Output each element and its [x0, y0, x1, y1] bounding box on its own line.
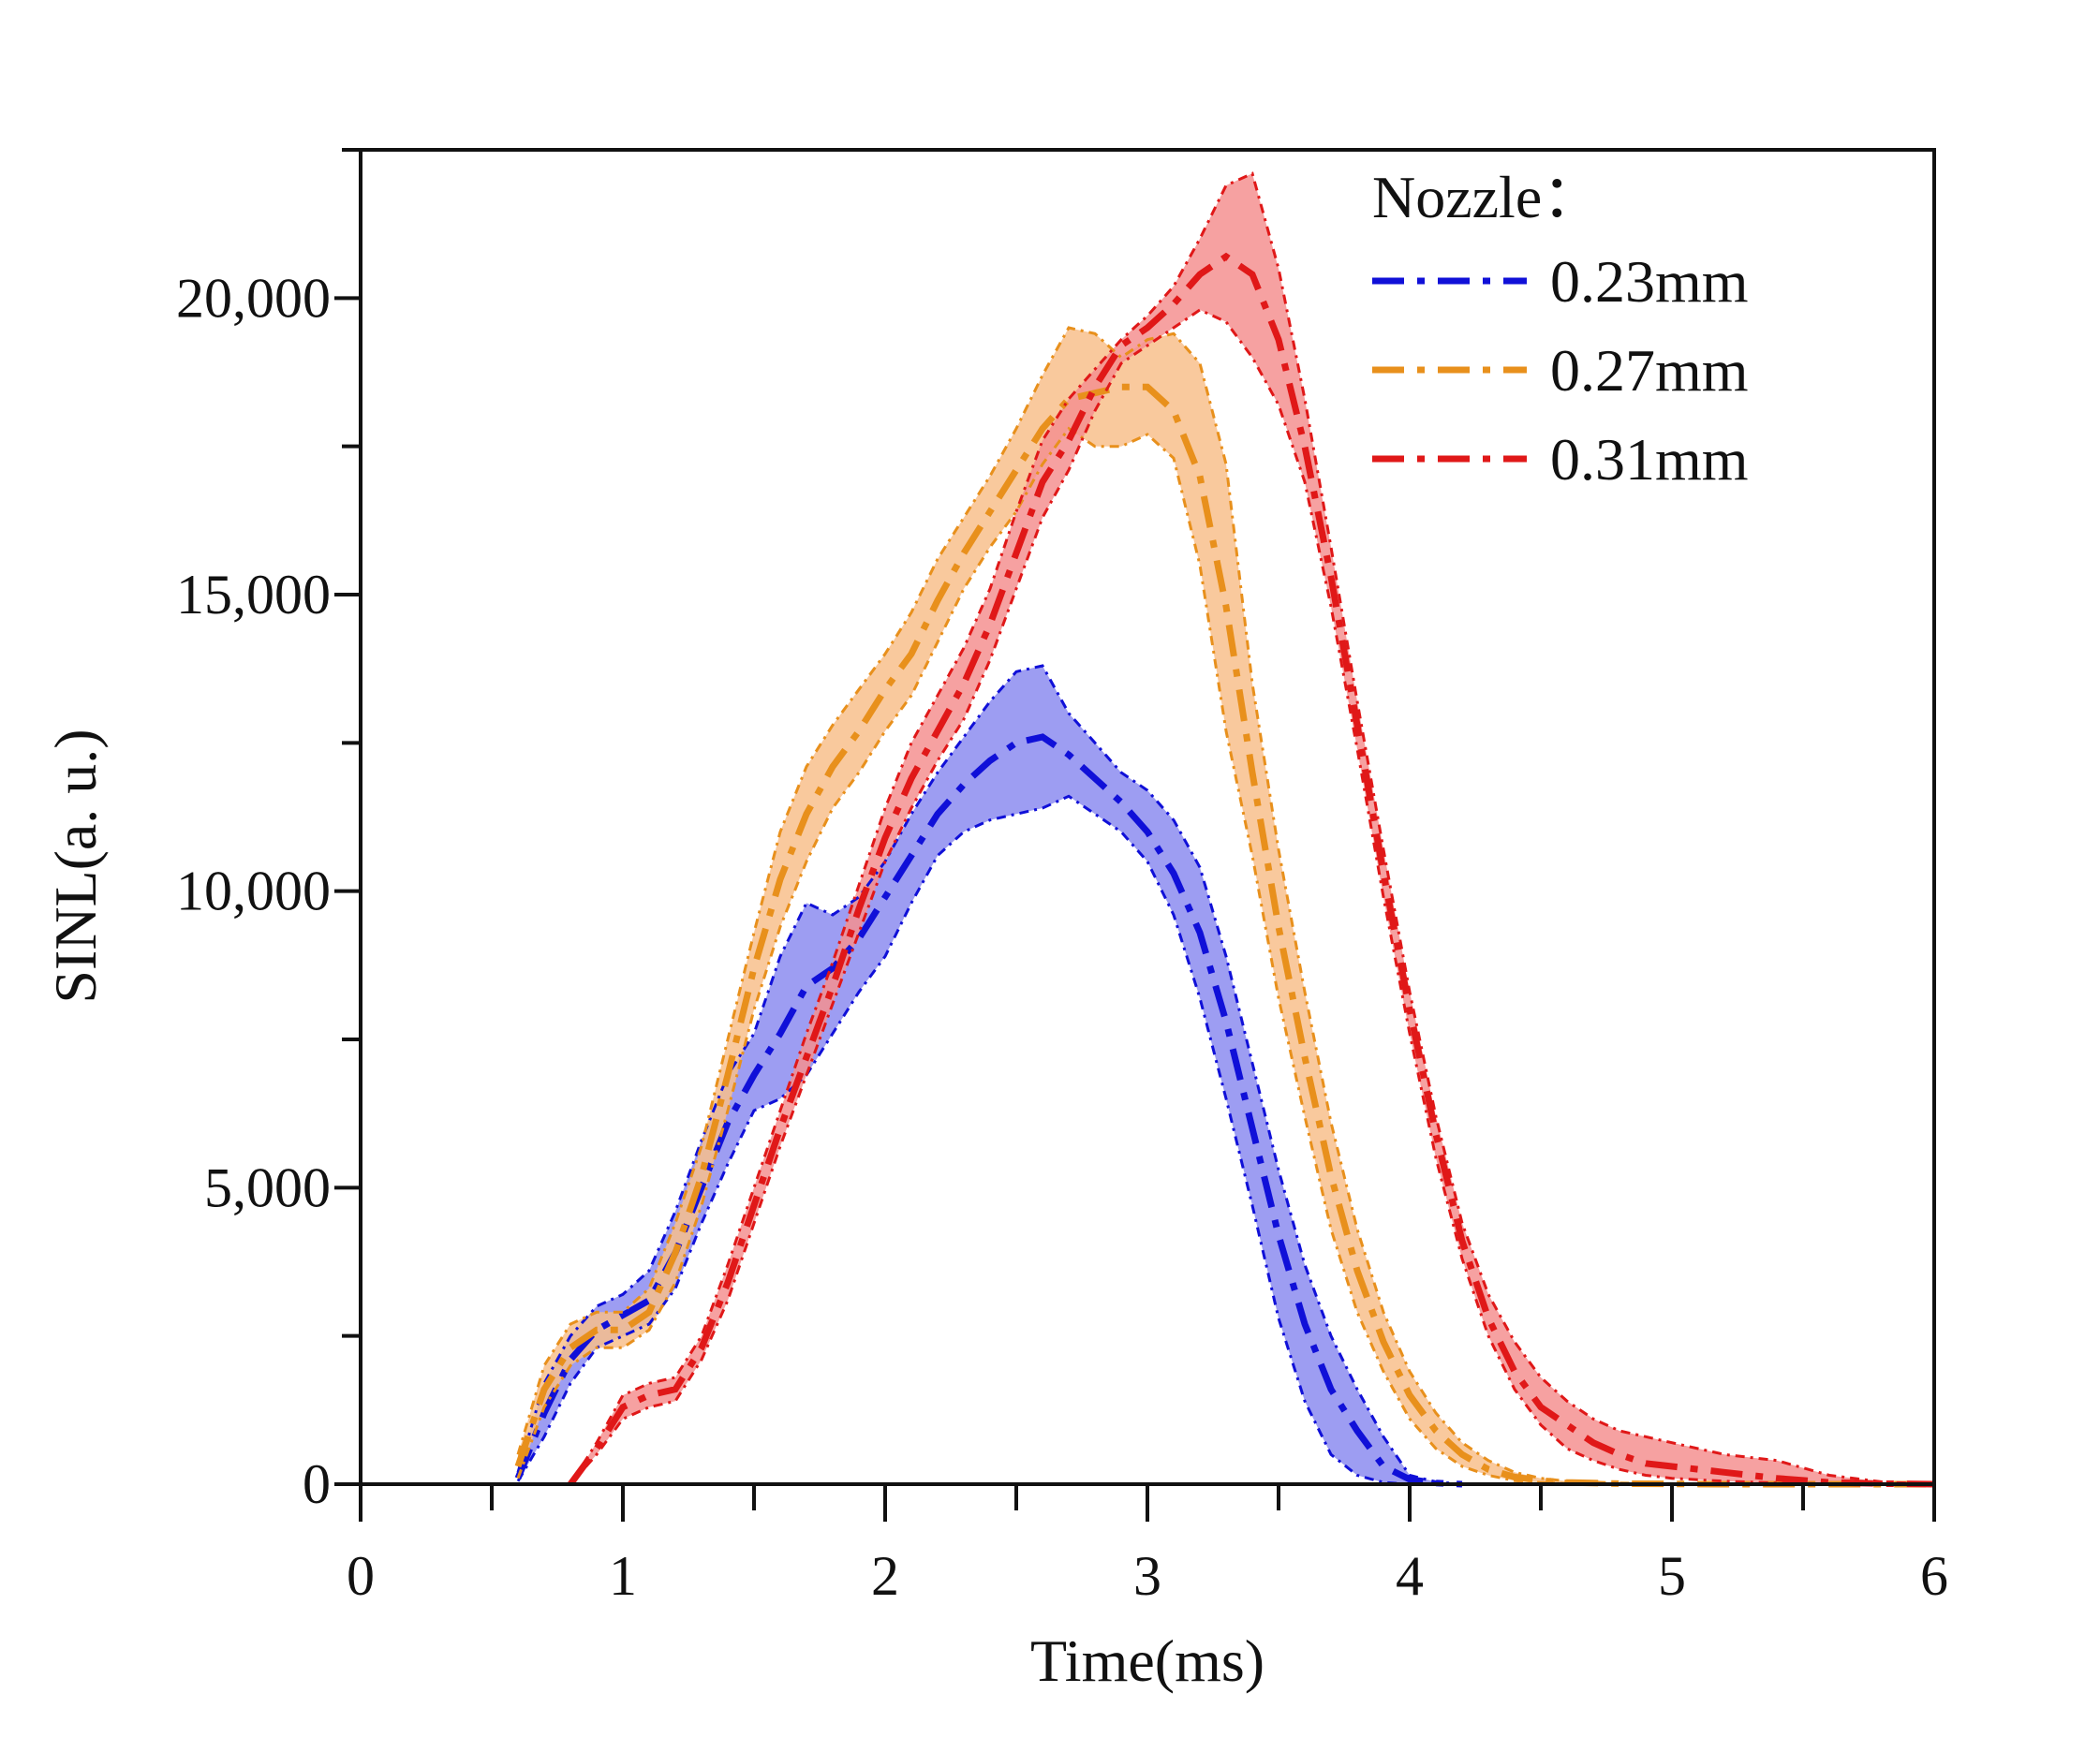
y-tick-label-20,000: 20,000 — [176, 267, 331, 329]
legend-label-0.27mm: 0.27mm — [1550, 337, 1749, 404]
axes: 0 5,000 10,000 15,000 20,000 0 1 2 3 4 5 6 — [176, 148, 1948, 1607]
x-axis-title: Time(ms) — [1030, 1627, 1264, 1694]
band-upper-0.31mm — [569, 171, 1935, 1486]
x-tick-label-2: 2 — [871, 1545, 899, 1607]
x-tick-label-6: 6 — [1920, 1545, 1948, 1607]
band-upper-0.27mm — [516, 326, 1934, 1486]
band-lower-0.23mm — [516, 794, 1462, 1486]
y-tick-label-0: 0 — [303, 1453, 331, 1515]
legend-label-0.31mm: 0.31mm — [1550, 426, 1749, 493]
x-tick-label-3: 3 — [1133, 1545, 1161, 1607]
band-lower-0.31mm — [569, 308, 1934, 1486]
plot-area — [514, 171, 1935, 1488]
x-tick-label-0: 0 — [347, 1545, 375, 1607]
x-tick-label-5: 5 — [1658, 1545, 1686, 1607]
legend-label-0.23mm: 0.23mm — [1550, 248, 1749, 315]
legend: Nozzle： 0.23mm 0.27mm 0.31mm — [1372, 164, 1749, 493]
x-tick-label-4: 4 — [1396, 1545, 1424, 1607]
y-tick-label-5,000: 5,000 — [204, 1156, 331, 1218]
band-0.27mm — [518, 328, 1934, 1484]
y-axis-title: SINL(a. u.) — [42, 729, 109, 1003]
series-line-0.31mm — [568, 252, 1935, 1488]
x-tick-label-1: 1 — [609, 1545, 637, 1607]
y-tick-label-10,000: 10,000 — [176, 861, 331, 922]
legend-title: Nozzle： — [1372, 164, 1602, 230]
y-tick-label-15,000: 15,000 — [176, 564, 331, 626]
